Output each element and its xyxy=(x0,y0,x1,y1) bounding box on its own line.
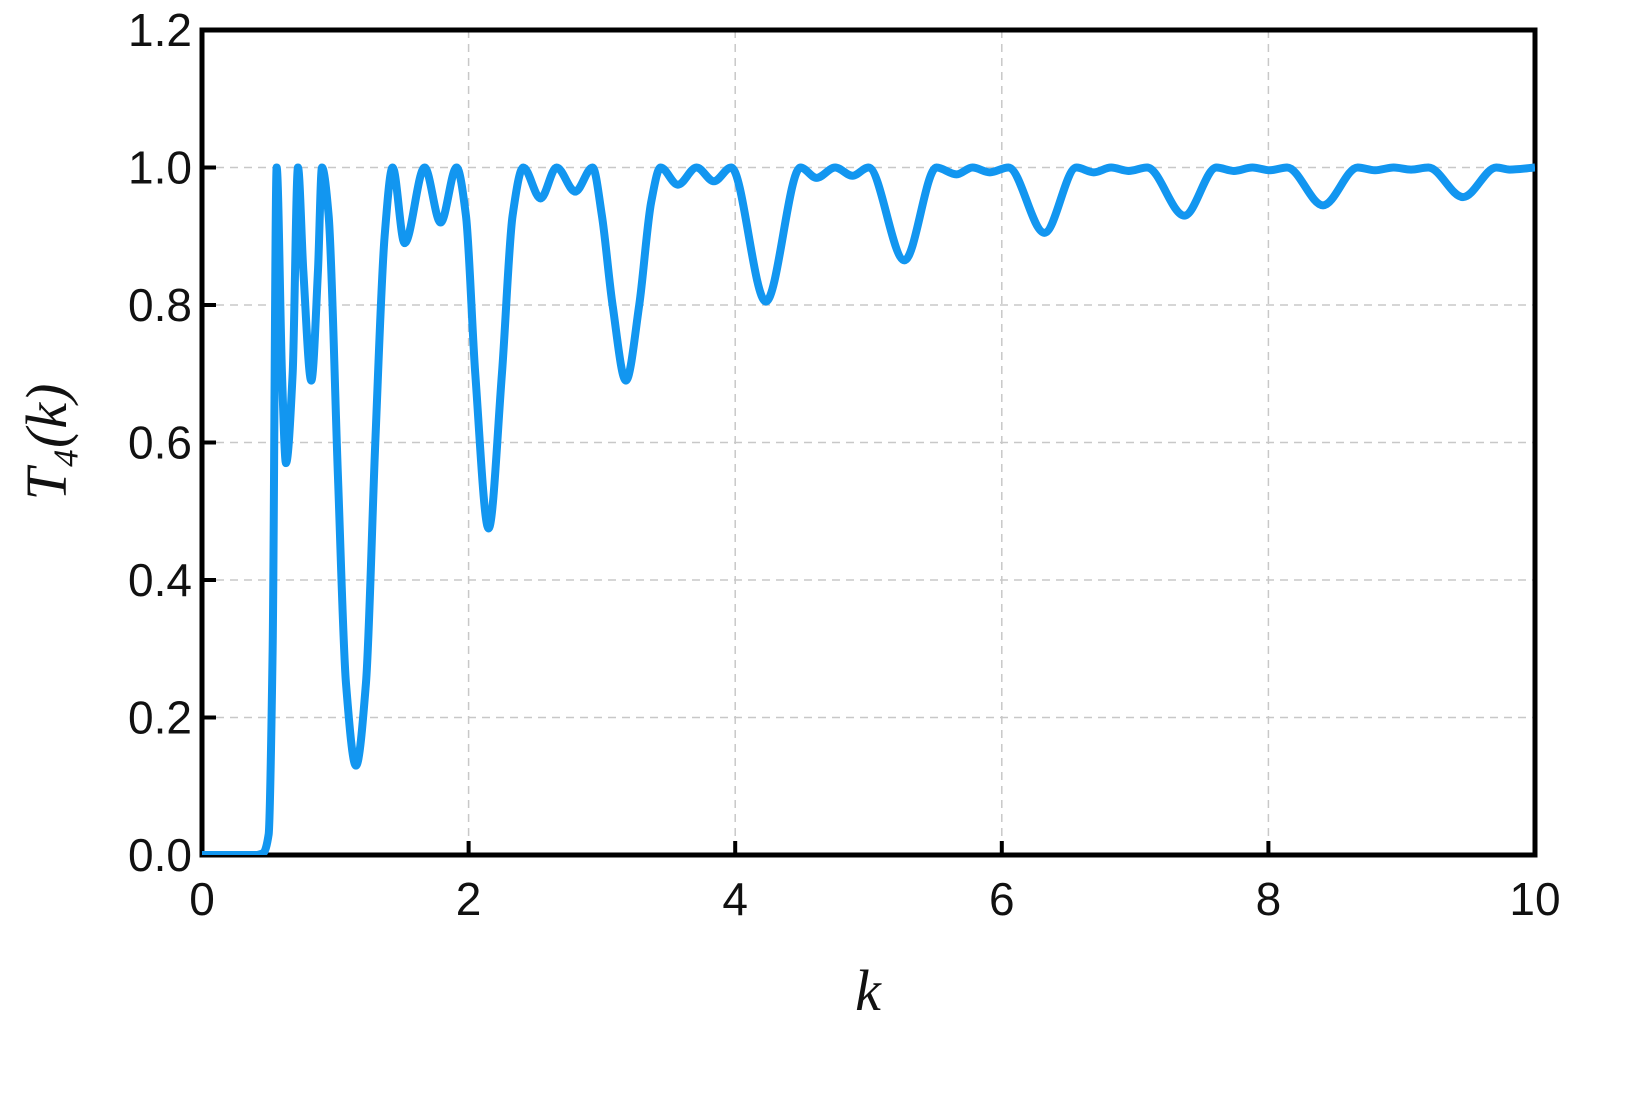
x-tick-label: 8 xyxy=(1256,873,1282,925)
x-tick-label: 0 xyxy=(189,873,215,925)
x-tick-label: 4 xyxy=(722,873,748,925)
x-tick-label: 10 xyxy=(1509,873,1560,925)
plot-frame xyxy=(199,27,1538,858)
x-tick-label: 6 xyxy=(989,873,1015,925)
x-axis-label: k xyxy=(855,958,882,1023)
y-tick-label: 0.2 xyxy=(128,692,192,744)
data-line xyxy=(202,163,1535,855)
y-tick-label: 1.2 xyxy=(128,4,192,56)
y-tick-label: 0.8 xyxy=(128,279,192,331)
y-axis-label: T₄(k) xyxy=(14,384,79,501)
y-tick-label: 1.0 xyxy=(128,142,192,194)
x-tick-label: 2 xyxy=(456,873,482,925)
y-tick-label: 0.0 xyxy=(128,829,192,881)
y-tick-label: 0.6 xyxy=(128,417,192,469)
y-tick-label: 0.4 xyxy=(128,554,192,606)
